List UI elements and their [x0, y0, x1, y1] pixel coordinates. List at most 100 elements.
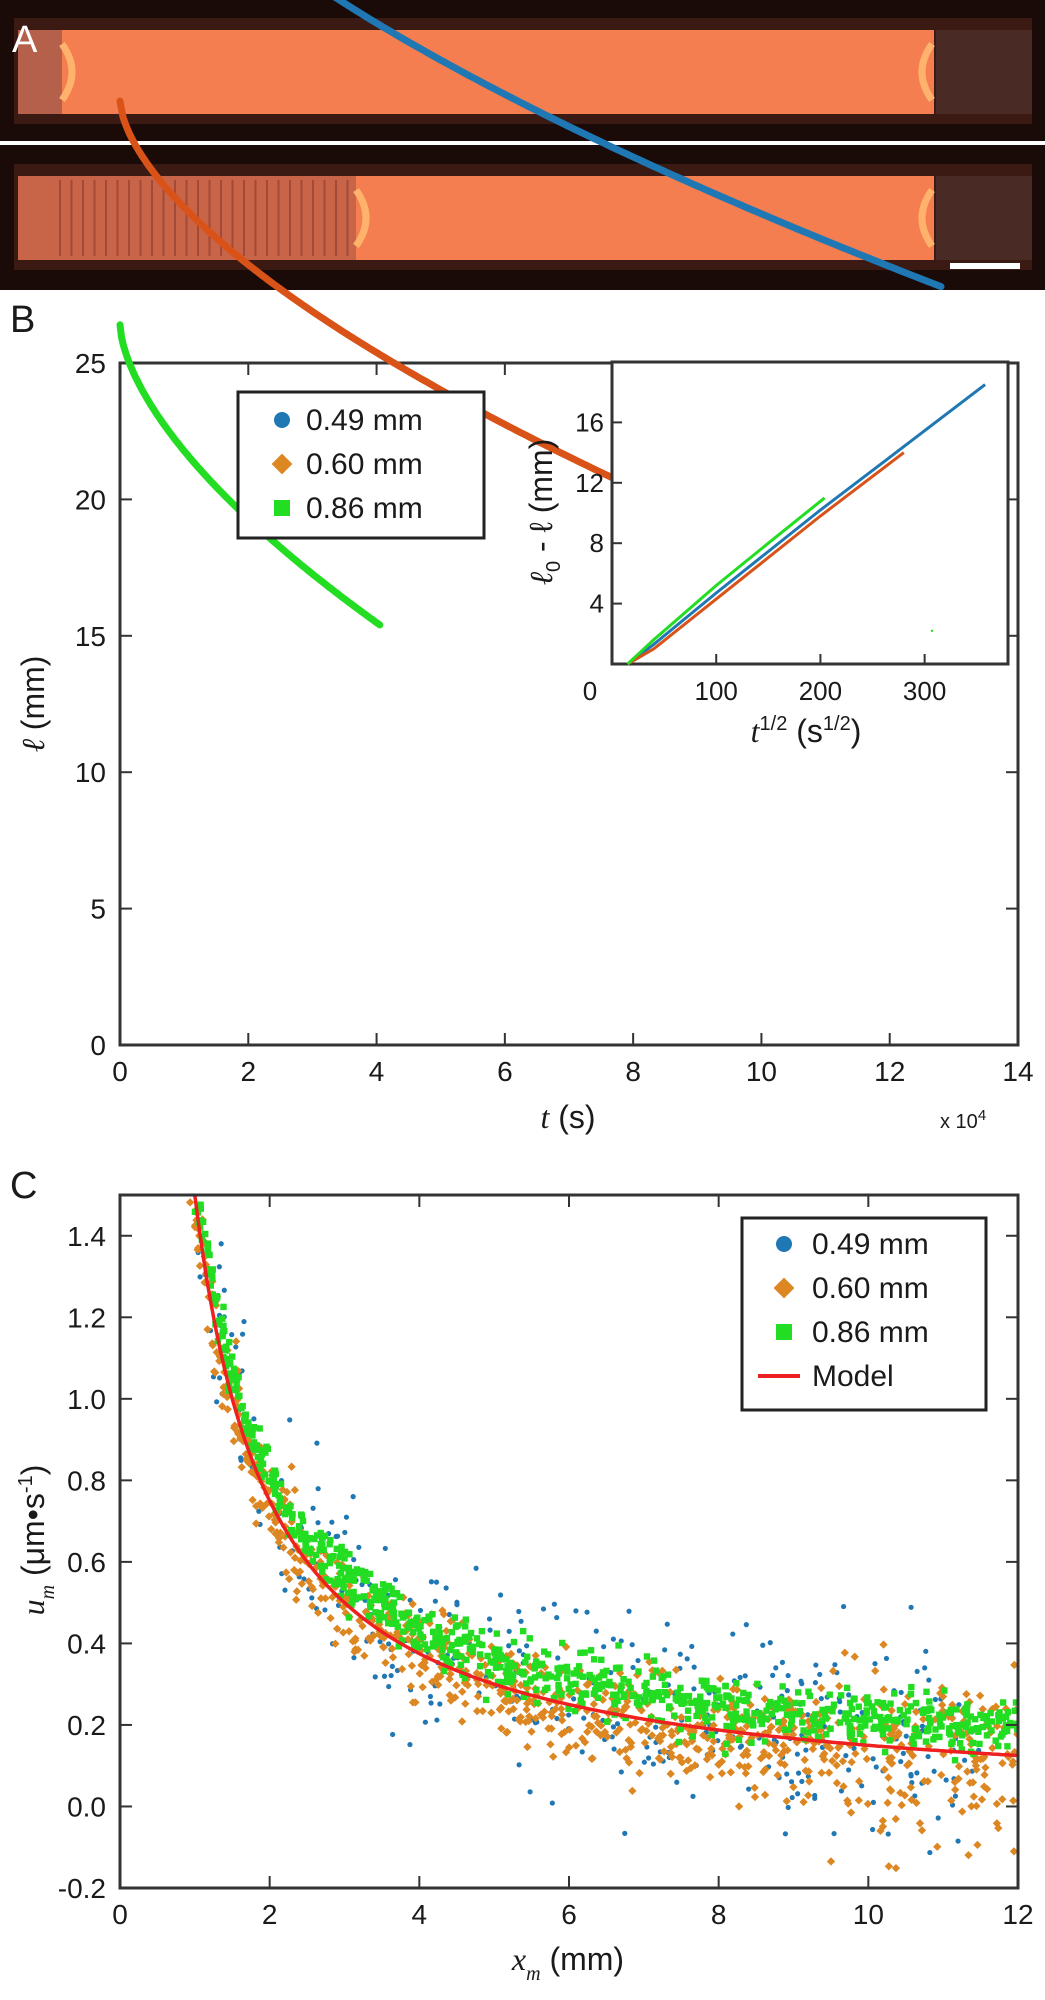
scale-bar — [950, 263, 1020, 269]
c-data-point — [535, 1672, 543, 1679]
c-data-point — [685, 1692, 693, 1700]
c-data-point — [988, 1727, 995, 1734]
c-data-point — [843, 1799, 853, 1808]
c-data-point — [271, 1490, 279, 1497]
c-data-point — [680, 1693, 687, 1700]
c-data-point — [314, 1608, 323, 1617]
c-data-point — [846, 1808, 856, 1817]
c-data-point — [446, 1696, 456, 1705]
b-xtick-label: 10 — [746, 1056, 777, 1087]
c-data-point — [808, 1744, 818, 1754]
c-data-point — [804, 1729, 812, 1736]
c-data-point — [733, 1679, 740, 1687]
c-data-point — [565, 1705, 572, 1712]
c-data-point — [186, 1164, 194, 1172]
c-data-point — [353, 1645, 363, 1654]
c-data-point — [174, 972, 180, 978]
c-data-point — [244, 1436, 254, 1446]
c-data-point — [518, 1618, 524, 1624]
c-data-point — [281, 1568, 291, 1577]
c-data-point — [180, 1068, 186, 1074]
c-data-point — [509, 1671, 517, 1679]
c-data-point — [907, 1690, 915, 1698]
c-data-point — [690, 1793, 696, 1799]
c-xtick-label: 8 — [711, 1899, 727, 1930]
c-data-point — [779, 1659, 786, 1665]
c-data-point — [732, 1685, 742, 1694]
c-data-point — [277, 1480, 285, 1488]
c-data-point — [956, 1702, 962, 1708]
c-data-point — [176, 1062, 184, 1070]
c-xlabel-sub: m — [526, 1963, 540, 1985]
c-data-point — [461, 1699, 470, 1708]
c-data-point — [883, 1798, 892, 1808]
c-data-point — [596, 1721, 606, 1730]
c-data-point — [878, 1816, 888, 1825]
c-data-point — [415, 1669, 424, 1678]
c-data-point — [269, 1481, 277, 1489]
c-data-point — [799, 1719, 806, 1726]
c-data-point — [390, 1613, 398, 1621]
b-xlabel: t (s) — [540, 1099, 595, 1135]
c-data-point — [390, 1731, 396, 1738]
c-data-point — [908, 1683, 915, 1691]
c-data-point — [506, 1649, 516, 1659]
c-data-point — [331, 1639, 340, 1648]
c-data-point — [692, 1744, 701, 1753]
c-data-point — [302, 1540, 309, 1547]
c-data-point — [698, 1677, 706, 1684]
c-data-point — [925, 1753, 931, 1760]
c-data-point — [169, 987, 177, 995]
c-data-point — [322, 1607, 328, 1613]
c-data-point — [399, 1593, 408, 1602]
c-data-point — [554, 1614, 560, 1621]
c-data-point — [651, 1691, 658, 1698]
c-data-point — [633, 1670, 642, 1680]
c-data-point — [951, 1785, 960, 1794]
c-data-point — [579, 1700, 586, 1707]
c-data-point — [348, 1569, 355, 1577]
c-data-point — [316, 1546, 323, 1553]
c-data-point — [962, 1723, 970, 1731]
c-data-point — [206, 1271, 214, 1278]
c-data-point — [458, 1687, 467, 1696]
panel-a: A — [0, 0, 1045, 290]
c-data-point — [233, 1380, 240, 1388]
c-data-point — [412, 1621, 419, 1628]
c-data-point — [527, 1727, 536, 1736]
c-data-point — [737, 1674, 743, 1681]
c-data-point — [351, 1655, 357, 1661]
c-data-point — [980, 1752, 989, 1761]
c-data-point — [939, 1714, 947, 1721]
c-data-point — [217, 1375, 223, 1381]
c-data-point — [831, 1830, 837, 1837]
c-data-point — [332, 1624, 342, 1633]
b-xtick-label: 12 — [874, 1056, 905, 1087]
c-data-point — [617, 1687, 624, 1694]
c-data-point — [810, 1727, 817, 1734]
c-data-point — [338, 1546, 345, 1553]
c-data-point — [256, 1463, 263, 1470]
c-data-point — [392, 1577, 399, 1583]
c-data-point — [575, 1663, 583, 1670]
c-data-point — [703, 1718, 711, 1725]
c-data-point — [361, 1570, 368, 1578]
c-data-point — [187, 1145, 195, 1153]
c-data-point — [190, 1179, 198, 1187]
c-data-point — [510, 1638, 518, 1646]
c-data-point — [230, 1375, 237, 1383]
c-data-point — [879, 1726, 886, 1734]
b-legend-marker — [271, 453, 293, 475]
c-data-point — [247, 1467, 256, 1477]
c-data-point — [295, 1567, 305, 1576]
c-data-point — [421, 1616, 429, 1624]
c-data-point — [598, 1656, 605, 1664]
c-data-point — [817, 1683, 826, 1693]
b-axes-frame — [118, 361, 1020, 1047]
c-data-point — [403, 1635, 413, 1644]
c-data-point — [271, 1485, 279, 1492]
c-data-point — [789, 1710, 796, 1718]
c-data-point — [579, 1749, 585, 1755]
c-data-point — [358, 1621, 367, 1631]
